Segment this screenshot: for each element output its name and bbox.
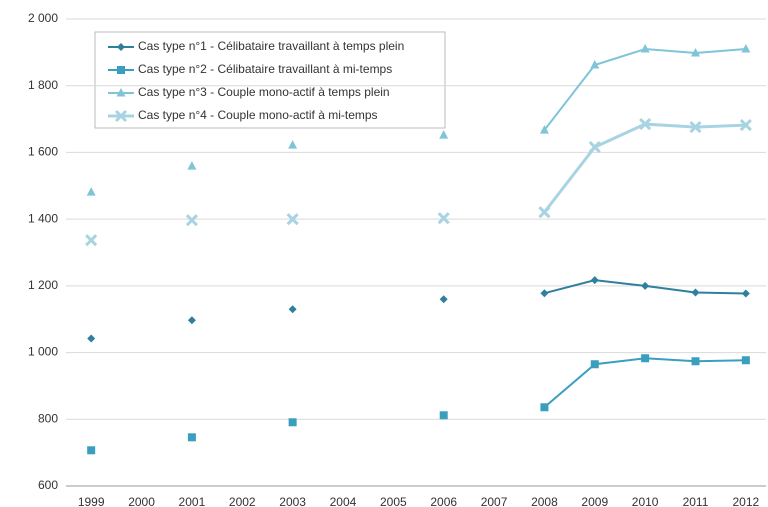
legend-label: Cas type n°3 - Couple mono-actif à temps…	[138, 85, 390, 99]
marker	[690, 48, 700, 57]
marker	[741, 356, 750, 365]
x-tick-label: 2010	[632, 495, 659, 507]
series-line	[543, 48, 746, 131]
marker	[540, 289, 549, 298]
x-tick-label: 2003	[279, 495, 306, 507]
marker	[437, 212, 450, 225]
marker	[117, 43, 125, 51]
marker	[439, 295, 448, 304]
marker	[588, 141, 601, 154]
marker	[590, 60, 600, 69]
marker	[288, 140, 298, 149]
marker	[288, 418, 297, 427]
marker	[741, 289, 750, 298]
marker	[185, 214, 198, 227]
y-tick-label: 1 200	[28, 278, 58, 292]
marker	[689, 121, 702, 134]
y-tick-label: 600	[38, 478, 58, 492]
series-line	[543, 122, 746, 214]
marker	[86, 187, 96, 196]
x-tick-label: 2007	[481, 495, 508, 507]
legend-label: Cas type n°2 - Célibataire travaillant à…	[138, 62, 392, 76]
x-tick-label: 2005	[380, 495, 407, 507]
marker	[288, 305, 297, 314]
marker	[439, 130, 449, 139]
marker	[590, 276, 599, 285]
marker	[187, 161, 197, 170]
y-tick-label: 800	[38, 411, 58, 425]
y-tick-label: 2 000	[28, 11, 58, 25]
marker	[640, 44, 650, 53]
legend-box	[94, 31, 446, 129]
marker	[116, 88, 126, 97]
marker	[286, 213, 299, 226]
x-tick-label: 2004	[330, 495, 357, 507]
marker	[114, 109, 128, 123]
marker	[590, 360, 599, 369]
marker	[87, 446, 96, 455]
marker	[739, 119, 752, 132]
marker	[187, 433, 196, 442]
marker	[187, 316, 196, 325]
series-line	[543, 357, 746, 409]
marker	[540, 403, 549, 412]
x-tick-label: 2000	[128, 495, 155, 507]
marker	[639, 118, 652, 131]
marker	[439, 411, 448, 420]
y-tick-label: 1 400	[28, 211, 58, 225]
x-tick-label: 1999	[78, 495, 105, 507]
x-tick-label: 2002	[229, 495, 256, 507]
marker	[538, 206, 551, 219]
x-tick-label: 2011	[683, 495, 709, 507]
x-tick-label: 2008	[531, 495, 558, 507]
x-tick-label: 2006	[430, 495, 457, 507]
y-tick-label: 1 000	[28, 345, 58, 359]
legend-label: Cas type n°4 - Couple mono-actif à mi-te…	[138, 108, 378, 122]
marker	[87, 334, 96, 343]
marker	[741, 44, 751, 53]
marker	[691, 288, 700, 297]
marker	[539, 125, 549, 134]
marker	[85, 234, 98, 247]
y-tick-label: 1 800	[28, 78, 58, 92]
marker	[691, 357, 700, 366]
x-tick-label: 2009	[581, 495, 608, 507]
marker	[641, 354, 650, 363]
marker	[117, 66, 125, 74]
legend-label: Cas type n°1 - Célibataire travaillant à…	[138, 39, 404, 53]
x-tick-label: 2012	[733, 495, 760, 507]
y-tick-label: 1 600	[28, 145, 58, 159]
x-tick-label: 2001	[179, 495, 206, 507]
marker	[641, 281, 650, 290]
